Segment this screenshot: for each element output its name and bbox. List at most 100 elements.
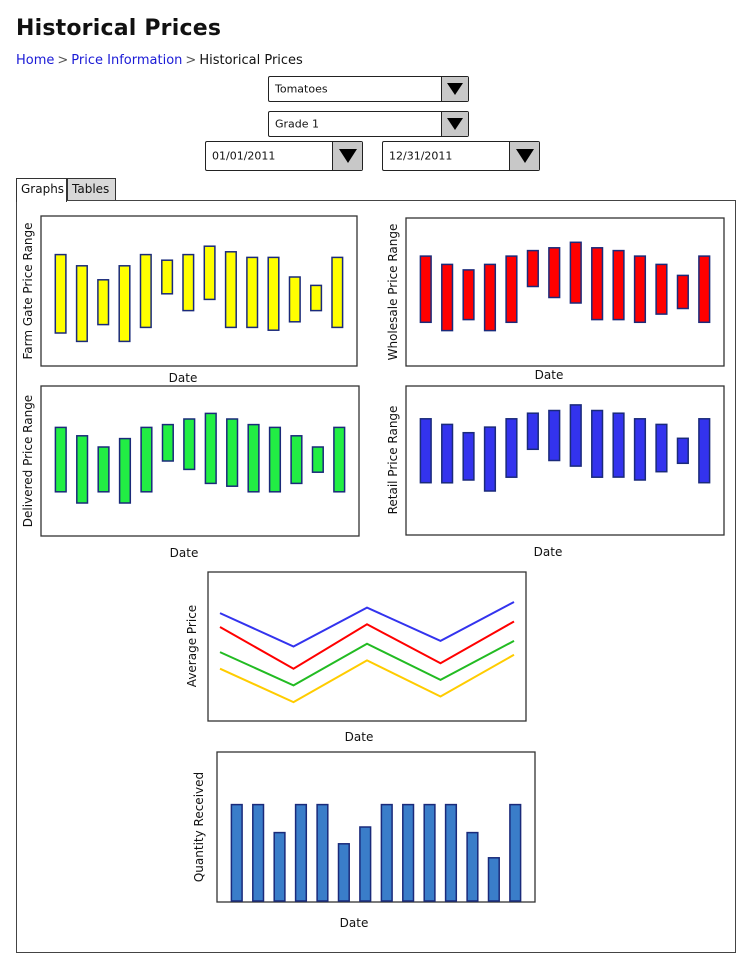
y-axis-label: Delivered Price Range bbox=[21, 395, 35, 527]
bar bbox=[54, 426, 67, 493]
breadcrumb: Home > Price Information > Historical Prices bbox=[16, 53, 303, 68]
page-title: Historical Prices bbox=[16, 16, 222, 41]
bar bbox=[226, 418, 239, 487]
bar bbox=[161, 259, 174, 295]
plot-frame bbox=[40, 385, 360, 537]
bar bbox=[273, 831, 286, 902]
start-date-select[interactable]: 01/01/2011 bbox=[205, 141, 363, 171]
bar bbox=[444, 803, 458, 902]
start-date-toggle[interactable] bbox=[332, 142, 362, 170]
breadcrumb-price-information-link[interactable]: Price Information bbox=[71, 53, 183, 68]
quantity-received-chart: Quantity Received Date bbox=[192, 751, 536, 930]
bar bbox=[548, 409, 561, 462]
plot-frame bbox=[405, 385, 725, 536]
grade-select-value: Grade 1 bbox=[275, 117, 320, 131]
plot-frame bbox=[405, 217, 725, 367]
bar bbox=[380, 803, 393, 902]
x-axis-label: Date bbox=[535, 368, 564, 382]
bar bbox=[526, 412, 539, 451]
bar bbox=[118, 437, 132, 504]
wholesale-price-range-chart: Wholesale Price Range Date bbox=[386, 217, 725, 382]
triangle-down-icon bbox=[447, 118, 463, 130]
bar bbox=[423, 803, 436, 902]
breadcrumb-separator: > bbox=[185, 53, 197, 68]
product-select-value: Tomatoes bbox=[275, 82, 328, 96]
bar bbox=[310, 284, 323, 312]
bar bbox=[290, 435, 303, 485]
y-axis-label: Retail Price Range bbox=[386, 406, 400, 515]
end-date-select[interactable]: 12/31/2011 bbox=[382, 141, 540, 171]
x-axis-label: Date bbox=[169, 371, 198, 385]
bar bbox=[230, 803, 243, 902]
bar bbox=[676, 274, 689, 310]
triangle-down-icon bbox=[338, 149, 357, 163]
bar bbox=[75, 265, 88, 343]
bar bbox=[466, 831, 479, 902]
bar bbox=[331, 256, 344, 329]
bar bbox=[140, 426, 153, 493]
bar bbox=[462, 431, 475, 481]
bar bbox=[505, 255, 518, 324]
series-line bbox=[219, 640, 515, 687]
product-select-toggle[interactable] bbox=[441, 77, 468, 101]
bar bbox=[316, 803, 329, 902]
bar bbox=[698, 418, 711, 484]
breadcrumb-home-link[interactable]: Home bbox=[16, 53, 55, 68]
bar bbox=[462, 269, 475, 321]
bar bbox=[419, 255, 432, 324]
y-axis-label: Quantity Received bbox=[192, 772, 206, 882]
triangle-down-icon bbox=[515, 149, 534, 163]
bar bbox=[569, 404, 582, 467]
breadcrumb-separator: > bbox=[57, 53, 69, 68]
bar bbox=[183, 418, 196, 471]
bar bbox=[633, 255, 647, 324]
series-line bbox=[219, 601, 515, 648]
bar bbox=[633, 418, 647, 481]
bar bbox=[419, 418, 432, 484]
bar bbox=[252, 803, 265, 902]
bar bbox=[441, 423, 454, 484]
retail-price-range-chart: Retail Price Range Date bbox=[386, 385, 725, 559]
bar bbox=[294, 803, 308, 902]
end-date-toggle[interactable] bbox=[509, 142, 539, 170]
product-select[interactable]: Tomatoes bbox=[268, 76, 469, 102]
bar bbox=[698, 255, 711, 324]
tab-graphs[interactable]: Graphs bbox=[16, 178, 67, 202]
bar bbox=[118, 265, 131, 343]
plot-frame bbox=[207, 571, 527, 722]
average-price-chart: Average Price Date bbox=[185, 571, 527, 744]
bar bbox=[204, 412, 217, 485]
bar bbox=[54, 253, 67, 334]
x-axis-label: Date bbox=[340, 916, 369, 930]
bar bbox=[311, 446, 324, 473]
bar bbox=[655, 263, 668, 315]
x-axis-label: Date bbox=[170, 546, 199, 560]
series-line bbox=[219, 620, 515, 670]
bar bbox=[139, 253, 152, 329]
bar bbox=[548, 247, 561, 299]
bar bbox=[505, 418, 518, 478]
bar bbox=[337, 843, 350, 902]
start-date-value: 01/01/2011 bbox=[212, 149, 276, 163]
triangle-down-icon bbox=[447, 83, 463, 95]
plot-frame bbox=[216, 751, 536, 903]
bar bbox=[483, 426, 497, 492]
delivered-price-range-chart: Delivered Price Range Date bbox=[21, 385, 360, 560]
bar bbox=[182, 253, 195, 312]
bar bbox=[246, 256, 259, 329]
bar bbox=[612, 412, 625, 478]
bar bbox=[612, 249, 625, 321]
grade-select-toggle[interactable] bbox=[441, 112, 468, 136]
bar bbox=[441, 263, 454, 332]
bar bbox=[569, 241, 582, 304]
grade-select[interactable]: Grade 1 bbox=[268, 111, 469, 137]
bar bbox=[268, 426, 282, 493]
x-axis-label: Date bbox=[345, 730, 374, 744]
bar bbox=[591, 409, 604, 478]
bar bbox=[591, 247, 604, 321]
bar bbox=[402, 803, 415, 902]
bar bbox=[333, 426, 346, 493]
tab-tables[interactable]: Tables bbox=[67, 178, 116, 200]
bar bbox=[526, 249, 539, 288]
bar bbox=[267, 256, 280, 331]
